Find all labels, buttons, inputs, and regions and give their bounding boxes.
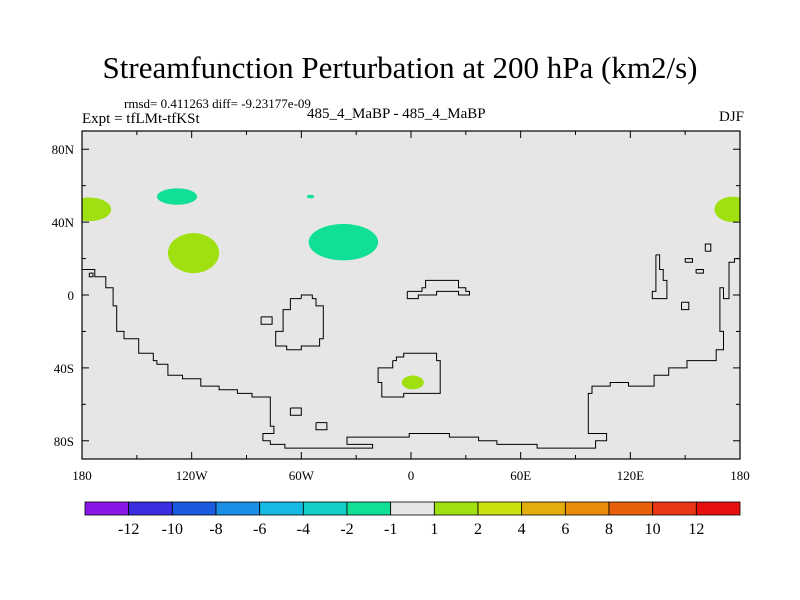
axis-ticks: 180 120W 60W 0 60E 120E 180 80N 40N 0 40S 80S <box>52 131 750 483</box>
anomaly-region-3 <box>156 188 198 205</box>
coastline-13 <box>704 243 712 252</box>
coastline-8 <box>377 352 441 398</box>
plot-background <box>82 131 740 459</box>
colorbar-label: 10 <box>645 521 661 538</box>
y-tick-label: 40S <box>54 361 74 376</box>
colorbar-box <box>521 501 566 516</box>
anomaly-region-5 <box>167 233 220 274</box>
expt-label: Expt = tfLMt-tfKSt <box>82 111 200 127</box>
colorbar-box <box>652 501 697 516</box>
colorbar-box <box>84 501 130 516</box>
coastline-12 <box>695 269 704 274</box>
x-tick-label: 120E <box>617 468 645 483</box>
colorbar-label: 2 <box>474 521 482 538</box>
coastline-3 <box>275 294 324 351</box>
colorbar-box <box>171 501 217 516</box>
season-label: DJF <box>718 109 744 125</box>
colorbar-box <box>215 501 261 516</box>
anomaly-region-2 <box>714 196 740 223</box>
anomaly-region-1 <box>82 197 112 222</box>
colorbar-label: 4 <box>518 521 526 538</box>
coastlines <box>82 243 740 449</box>
y-tick-label: 80S <box>54 434 74 449</box>
colorbar-box <box>608 501 654 516</box>
colorbar-box <box>346 501 392 516</box>
x-tick-label: 60E <box>510 468 531 483</box>
coastline-7 <box>406 279 470 300</box>
colorbar-box <box>390 501 435 516</box>
colorbar-label: -4 <box>297 521 310 538</box>
experiment-label: 485_4_MaBP - 485_4_MaBP <box>307 106 486 122</box>
x-tick-label: 120W <box>176 468 209 483</box>
colorbar-label: 12 <box>688 521 704 538</box>
y-tick-label: 0 <box>68 288 75 303</box>
x-tick-label: 180 <box>730 468 750 483</box>
coastline-6 <box>315 422 328 431</box>
anomaly-region-4 <box>306 194 315 199</box>
colorbar-box <box>477 501 523 516</box>
coastline-10 <box>681 301 690 311</box>
coastline-9 <box>651 254 668 300</box>
colorbar-box <box>564 501 610 516</box>
coastline-4 <box>260 316 273 325</box>
colorbar-box <box>433 501 479 516</box>
colorbar-label: -1 <box>384 521 397 538</box>
x-tick-label: 180 <box>72 468 92 483</box>
y-tick-label: 80N <box>52 142 75 157</box>
colorbar-label: -10 <box>162 521 183 538</box>
colorbar-label: 6 <box>561 521 569 538</box>
colorbar-label: -12 <box>118 521 139 538</box>
colorbar-label: 1 <box>430 521 438 538</box>
colorbar-box <box>695 501 741 516</box>
colorbar-label: -8 <box>209 521 222 538</box>
coastline-5 <box>289 407 302 416</box>
x-tick-label: 60W <box>289 468 315 483</box>
colorbar-box <box>259 501 304 516</box>
colorbar-box <box>128 501 173 516</box>
y-tick-label: 40N <box>52 215 75 230</box>
colorbar-label: -2 <box>340 521 353 538</box>
x-tick-label: 0 <box>408 468 415 483</box>
coastline-1 <box>82 258 740 449</box>
colorbar: -12 -10 -8 -6 -4 -2 -1 1 2 4 6 8 10 12 <box>84 501 741 538</box>
stats-text: rmsd= 0.411263 diff= -9.23177e-09 <box>124 96 311 111</box>
coastline-2 <box>88 272 94 278</box>
anomaly-region-7 <box>401 375 424 390</box>
chart-title: Streamfunction Perturbation at 200 hPa (… <box>102 50 698 85</box>
coastline-11 <box>684 258 693 263</box>
colorbar-label: 8 <box>605 521 613 538</box>
colorbar-label: -6 <box>253 521 266 538</box>
field-features <box>82 188 740 390</box>
colorbar-box <box>302 501 348 516</box>
anomaly-region-6 <box>308 223 379 261</box>
